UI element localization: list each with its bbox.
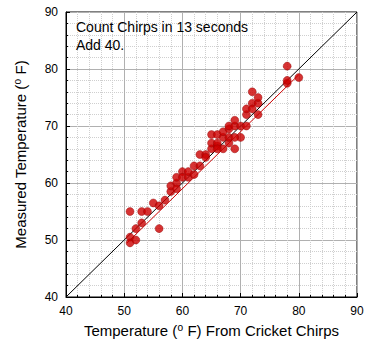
svg-text:40: 40 [59,304,73,318]
svg-text:60: 60 [45,176,59,190]
svg-text:50: 50 [45,233,59,247]
svg-text:80: 80 [45,62,59,76]
svg-text:Measured Temperature (⁰ F): Measured Temperature (⁰ F) [12,60,29,248]
svg-text:60: 60 [176,304,190,318]
svg-text:80: 80 [292,304,306,318]
svg-text:Temperature (⁰ F) From Cricket: Temperature (⁰ F) From Cricket Chirps [84,322,339,339]
svg-text:70: 70 [234,304,248,318]
svg-text:50: 50 [118,304,132,318]
svg-text:90: 90 [350,304,364,318]
svg-text:70: 70 [45,119,59,133]
svg-text:90: 90 [45,5,59,19]
svg-text:Add 40.: Add 40. [76,37,124,53]
svg-text:40: 40 [45,290,59,304]
svg-text:Count Chirps in 13 seconds: Count Chirps in 13 seconds [76,19,248,35]
